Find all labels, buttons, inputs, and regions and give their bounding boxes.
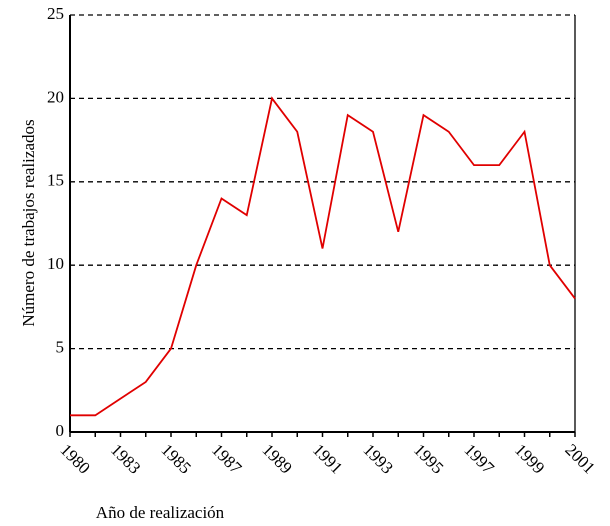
- x-tick-label: 1987: [208, 440, 246, 478]
- data-line: [70, 96, 576, 417]
- x-tick-label: 1983: [107, 440, 144, 477]
- x-tick-label: 1999: [511, 440, 548, 477]
- y-axis-label: Número de trabajos realizados: [19, 119, 38, 326]
- y-tick-label: 20: [47, 87, 64, 106]
- x-tick-label: 1997: [460, 440, 498, 478]
- x-tick-label: 1991: [309, 440, 346, 477]
- x-tick-label: 2001: [561, 440, 598, 477]
- y-tick-label: 25: [47, 4, 64, 23]
- y-tick-label: 10: [47, 254, 64, 273]
- x-tick-label: 1995: [410, 440, 447, 477]
- x-axis-label: Año de realización: [96, 503, 225, 522]
- x-tick-label: 1980: [56, 440, 93, 477]
- x-tick-label: 1993: [359, 440, 396, 477]
- y-tick-label: 0: [56, 421, 65, 440]
- y-tick-label: 5: [56, 338, 65, 357]
- x-tick-label: 1985: [157, 440, 194, 477]
- x-tick-label: 1989: [258, 440, 295, 477]
- y-tick-label: 15: [47, 171, 64, 190]
